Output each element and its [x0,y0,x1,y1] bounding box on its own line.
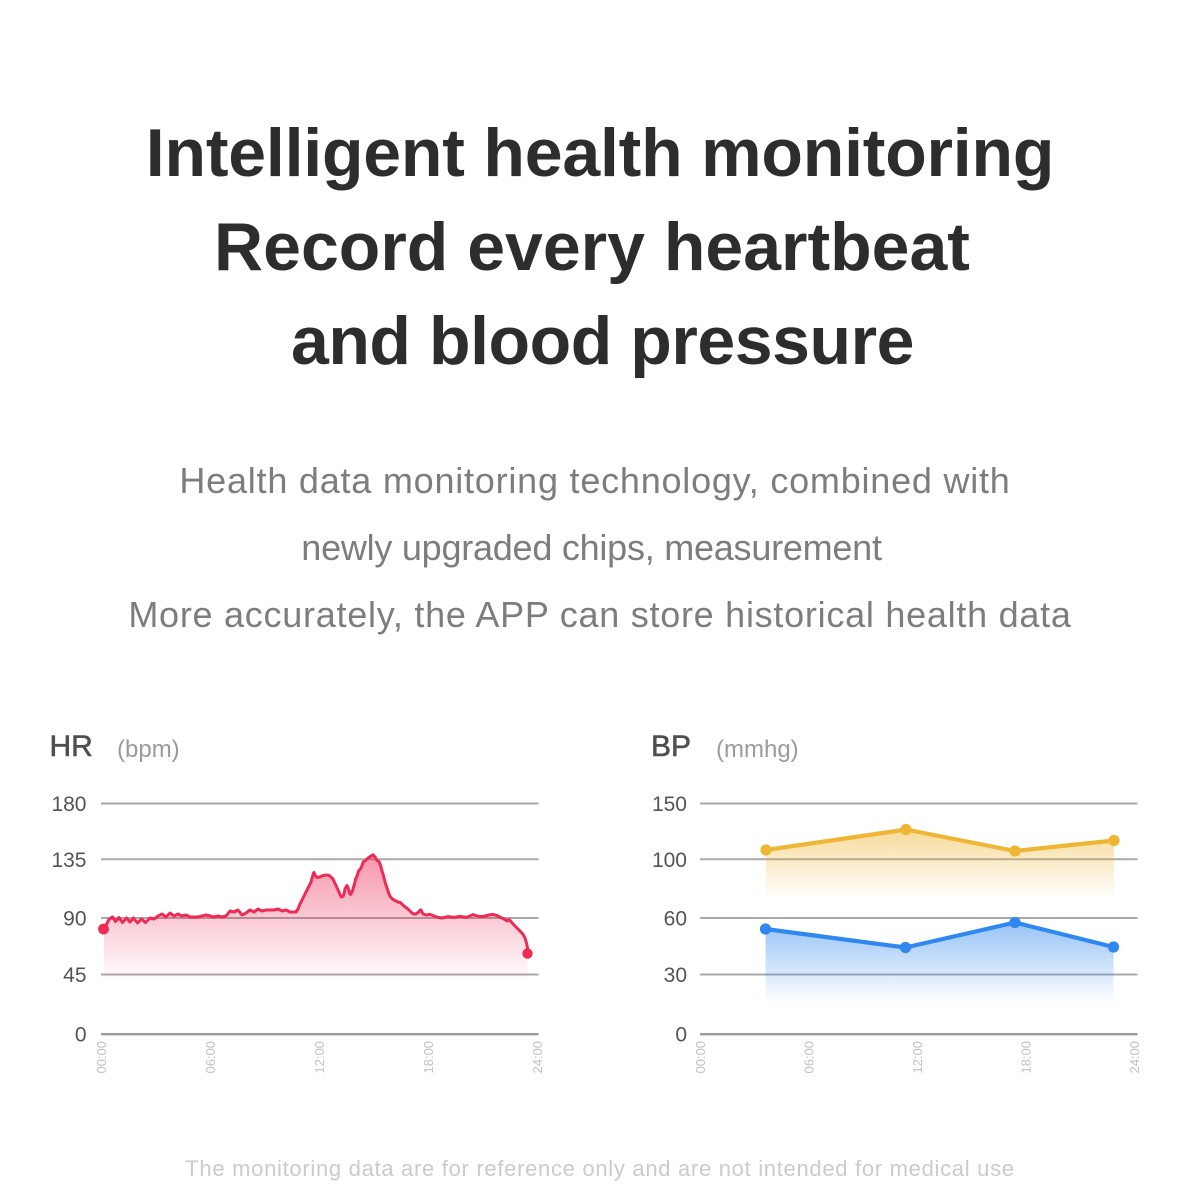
svg-text:00:00: 00:00 [94,1041,109,1074]
svg-text:24:00: 24:00 [530,1041,545,1074]
svg-text:90: 90 [63,908,86,931]
svg-text:00:00: 00:00 [693,1041,708,1074]
svg-text:(mmhg): (mmhg) [716,736,799,763]
svg-text:0: 0 [675,1024,687,1047]
svg-text:135: 135 [51,849,86,872]
svg-text:18:00: 18:00 [421,1041,436,1074]
svg-text:0: 0 [75,1024,87,1047]
svg-text:60: 60 [664,908,687,931]
svg-text:06:00: 06:00 [802,1041,817,1074]
svg-text:18:00: 18:00 [1019,1041,1034,1074]
svg-text:BP: BP [651,730,691,763]
svg-text:150: 150 [652,793,687,816]
svg-text:30: 30 [664,964,687,987]
svg-text:HR: HR [50,730,93,763]
svg-text:24:00: 24:00 [1127,1041,1142,1074]
svg-text:(bpm): (bpm) [117,736,180,763]
svg-text:12:00: 12:00 [312,1041,327,1074]
svg-text:180: 180 [51,793,86,816]
svg-text:06:00: 06:00 [203,1041,218,1074]
svg-text:100: 100 [652,849,687,872]
svg-text:45: 45 [63,964,86,987]
svg-text:12:00: 12:00 [910,1041,925,1074]
